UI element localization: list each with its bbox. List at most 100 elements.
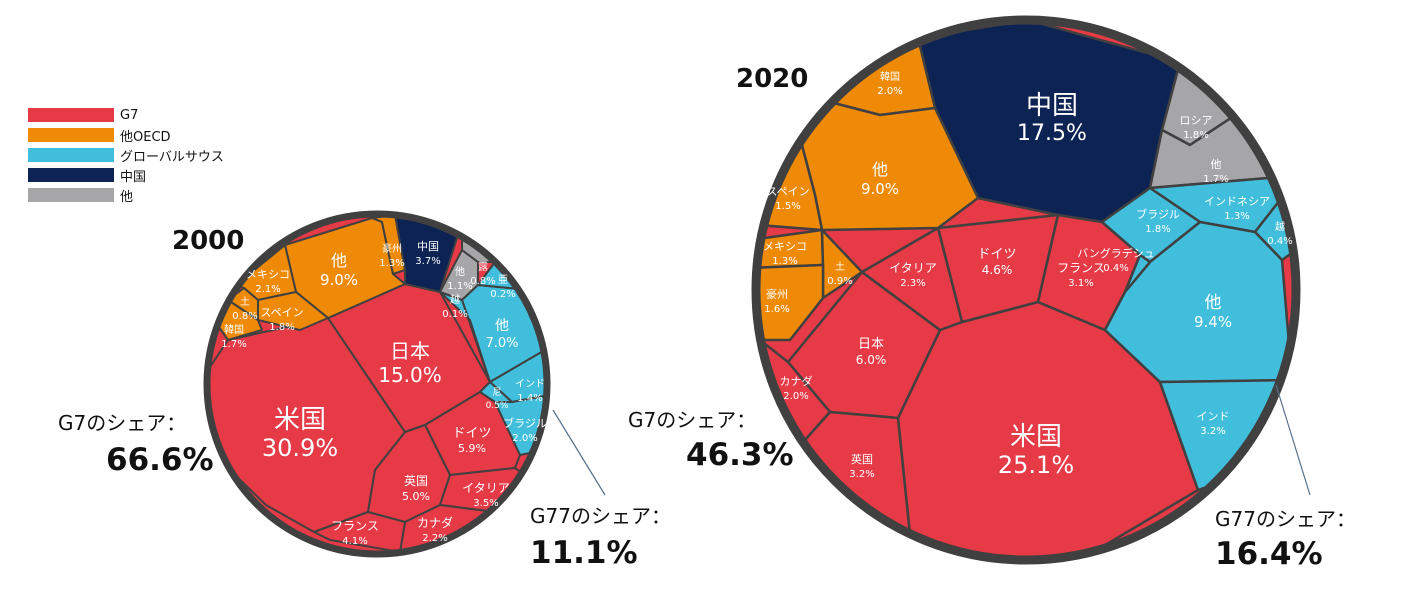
cell-value-mexico-oecd-2000: 2.1% <box>255 284 280 295</box>
cell-france-g7-2000 <box>313 511 406 553</box>
g77-leader-line-2020 <box>1275 384 1311 496</box>
cell-value-australia-oecd-2000: 1.3% <box>379 258 404 269</box>
g7-share-2000: G7のシェア： 66.6% <box>58 407 214 478</box>
cell-value-turkey-oecd-2020: 0.9% <box>827 276 852 287</box>
cell-name-japan-g7-2000: 日本 <box>390 339 430 363</box>
cell-name-vietnam-gs-2020: 越 <box>1275 220 1285 233</box>
g77-share-2020: G77のシェア： 16.4% <box>1215 503 1356 572</box>
cell-value-us-g7-2000: 30.9% <box>262 434 338 462</box>
cell-value-bangladesh-gs-2020: 0.4% <box>1103 263 1128 274</box>
year-label-2020: 2020 <box>736 64 809 94</box>
cell-name-japan-g7-2020: 日本 <box>858 337 884 352</box>
legend-swatch-oecd <box>28 128 114 142</box>
cell-name-argentina-gs-2000: 亜 <box>498 275 508 286</box>
g77-share-value-2000: 11.1% <box>530 535 638 571</box>
cell-name-us-g7-2000: 米国 <box>274 405 326 435</box>
cell-name-china-cn-2020: 中国 <box>1026 91 1078 121</box>
cell-value-italy-g7-2020: 2.3% <box>900 278 925 289</box>
cell-name-uk-g7-2020: 英国 <box>851 452 873 466</box>
cell-name-france-g7-2000: フランス <box>331 519 379 533</box>
cell-name-canada-g7-2020: カナダ <box>780 374 813 388</box>
cell-value-japan-g7-2000: 15.0% <box>378 363 442 387</box>
cell-value-canada-g7-2000: 2.2% <box>422 533 447 544</box>
cell-name-russia-other-2000: 露 <box>478 261 488 273</box>
cell-value-germany-g7-2000: 5.9% <box>458 442 486 455</box>
cell-indonesia-gs-2000 <box>479 381 513 403</box>
cell-value-china-cn-2020: 17.5% <box>1017 121 1087 146</box>
legend-item-china: 中国 <box>28 165 224 185</box>
g77-share-label-2000: G77のシェア： <box>530 504 671 528</box>
g7-share-2020: G7のシェア： 46.3% <box>628 404 794 473</box>
cell-value-uk-g7-2000: 5.0% <box>402 490 430 503</box>
cell-name-other-other-2020: 他 <box>1211 158 1222 171</box>
cell-name-korea-oecd-2020: 韓国 <box>880 71 900 83</box>
cell-value-brazil-gs-2000: 2.0% <box>512 433 537 444</box>
legend-label-global-south: グローバルサウス <box>120 149 224 165</box>
cell-value-other-other-2000: 1.1% <box>447 281 472 292</box>
cell-value-germany-g7-2020: 4.6% <box>982 263 1013 277</box>
cell-value-korea-oecd-2020: 2.0% <box>877 86 902 97</box>
cell-name-other-gs-2020: 他 <box>1205 293 1222 313</box>
cell-value-other-oecd-2000: 9.0% <box>320 271 358 289</box>
cell-value-japan-g7-2020: 6.0% <box>856 353 887 367</box>
cell-bangladesh-gs-2020 <box>1123 253 1152 294</box>
cell-name-other-gs-2000: 他 <box>495 318 509 334</box>
cell-value-brazil-gs-2020: 1.8% <box>1145 224 1170 235</box>
g77-share-value-2020: 16.4% <box>1215 536 1323 572</box>
cell-name-indonesia-gs-2020: インドネシア <box>1204 195 1270 208</box>
cell-value-russia-other-2020: 1.8% <box>1183 130 1208 141</box>
cell-name-spain-oecd-2000: スペイン <box>260 306 303 319</box>
cell-name-vietnam-gs-2000: 越 <box>450 293 460 306</box>
cell-value-italy-g7-2000: 3.5% <box>473 498 498 509</box>
outer-ring-2020 <box>751 15 1301 565</box>
legend-item-global-south: グローバルサウス <box>28 145 224 165</box>
cell-name-australia-oecd-2020: 豪州 <box>766 287 788 301</box>
outer-ring-2000 <box>203 210 551 558</box>
cell-name-germany-g7-2000: ドイツ <box>452 426 491 441</box>
g77-leader-line-2000 <box>552 409 606 496</box>
cell-name-mexico-oecd-2000: メキシコ <box>246 268 290 281</box>
cell-name-turkey-oecd-2000: 土 <box>240 295 250 308</box>
legend-label-g7: G7 <box>120 107 139 123</box>
cell-value-france-g7-2000: 4.1% <box>342 536 367 547</box>
cell-value-spain-oecd-2000: 1.8% <box>269 322 294 333</box>
cell-value-australia-oecd-2020: 1.6% <box>764 304 789 315</box>
cell-name-canada-g7-2000: カナダ <box>417 515 453 530</box>
legend-swatch-global-south <box>28 148 114 162</box>
legend-swatch-china <box>28 168 114 182</box>
cell-value-canada-g7-2020: 2.0% <box>783 391 808 402</box>
cell-name-turkey-oecd-2020: 土 <box>835 260 845 273</box>
cell-value-argentina-gs-2000: 0.2% <box>490 289 515 300</box>
cell-value-other-gs-2000: 7.0% <box>485 336 518 351</box>
cell-name-russia-other-2020: ロシア <box>1180 114 1213 127</box>
cells-2000 <box>207 214 547 554</box>
cell-name-india-gs-2020: インド <box>1197 410 1230 423</box>
cell-value-spain-oecd-2020: 1.5% <box>775 201 800 212</box>
cell-value-indonesia-gs-2000: 0.5% <box>486 401 509 411</box>
cell-name-italy-g7-2000: イタリア <box>462 481 510 495</box>
cell-value-vietnam-gs-2020: 0.4% <box>1267 236 1292 247</box>
cell-name-australia-oecd-2000: 豪州 <box>382 242 402 255</box>
cell-name-uk-g7-2000: 英国 <box>404 474 428 488</box>
cell-name-other-other-2000: 他 <box>455 265 465 278</box>
cell-name-china-cn-2000: 中国 <box>417 240 439 253</box>
legend-item-other: 他 <box>28 185 224 205</box>
legend-label-china: 中国 <box>120 169 147 185</box>
cell-value-turkey-oecd-2000: 0.8% <box>232 311 257 322</box>
cell-vietnam-gs-2000 <box>439 291 491 383</box>
cells-2020 <box>756 20 1296 560</box>
cell-name-brazil-gs-2000: ブラジル <box>503 416 547 430</box>
cell-italy-g7-2020 <box>860 226 964 332</box>
cell-name-brazil-gs-2020: ブラジル <box>1136 207 1180 221</box>
legend-swatch-other <box>28 188 114 202</box>
cell-name-spain-oecd-2020: スペイン <box>766 185 809 198</box>
cell-name-mexico-oecd-2020: メキシコ <box>763 240 807 253</box>
g7-share-label-2000: G7のシェア： <box>58 411 187 435</box>
cell-value-other-oecd-2020: 9.0% <box>861 180 899 198</box>
cell-name-korea-oecd-2000: 韓国 <box>224 324 244 336</box>
cell-name-indonesia-gs-2000: 尼 <box>492 387 501 398</box>
cell-value-india-gs-2020: 3.2% <box>1200 426 1225 437</box>
cell-name-italy-g7-2020: イタリア <box>889 261 937 275</box>
cell-value-uk-g7-2020: 3.2% <box>849 469 874 480</box>
